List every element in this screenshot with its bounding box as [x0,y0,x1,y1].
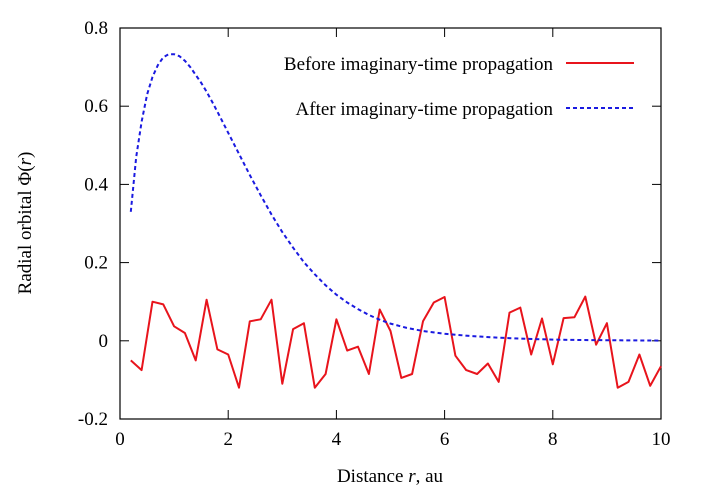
x-tick-label: 4 [332,429,342,450]
x-axis-label: Distance r, au [337,466,444,487]
y-axis-label: Radial orbital Φ(r) [15,152,36,295]
y-tick-label: 0.2 [84,253,108,274]
x-tick-label: 0 [115,429,125,450]
y-tick-label: 0.8 [84,18,108,39]
plot-frame [119,27,662,420]
y-tick-label: 0.4 [84,174,108,195]
y-tick-label: 0 [99,331,109,352]
x-tick-label: 2 [223,429,233,450]
legend-label-before: Before imaginary-time propagation [284,54,554,75]
series-before-line [130,295,662,389]
legend: Before imaginary-time propagation After … [284,54,634,120]
x-tick-label: 6 [440,429,450,450]
y-tick-label: -0.2 [78,409,108,430]
series-after-line [129,53,662,342]
legend-label-after: After imaginary-time propagation [296,99,554,120]
y-tick-label: 0.6 [84,96,108,117]
x-tick-label: 8 [548,429,558,450]
x-tick-label: 10 [652,429,671,450]
